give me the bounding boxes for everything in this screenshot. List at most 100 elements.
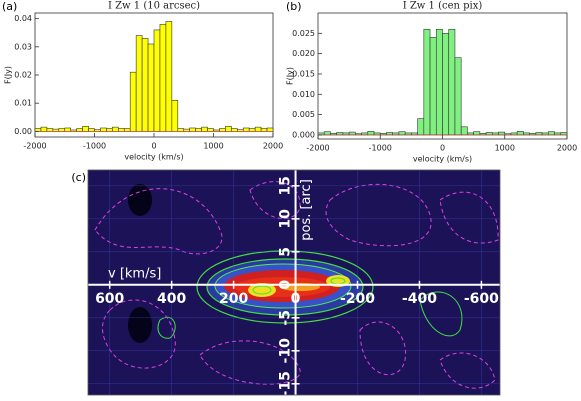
y-tick-label: 5 bbox=[278, 247, 294, 257]
histogram-bar bbox=[231, 128, 238, 132]
histogram-bar bbox=[165, 21, 173, 132]
histogram-bar bbox=[100, 127, 107, 132]
histogram-bar bbox=[135, 35, 143, 132]
histogram-bar bbox=[348, 131, 356, 136]
histogram-bar bbox=[177, 128, 185, 132]
histogram-bar bbox=[435, 28, 443, 136]
histogram-bar bbox=[147, 43, 155, 132]
histogram-bar bbox=[52, 128, 60, 132]
y-tick-label: 0.03 bbox=[14, 42, 32, 51]
panel-label: (a) bbox=[2, 0, 17, 13]
histogram-bar bbox=[129, 71, 137, 132]
histogram-bar bbox=[454, 57, 462, 136]
histogram-bar bbox=[260, 128, 268, 132]
histogram-bar bbox=[398, 131, 406, 136]
histogram-bar bbox=[266, 127, 274, 132]
histogram-bar bbox=[386, 132, 394, 136]
histogram-bar bbox=[548, 131, 555, 136]
y-tick-label: 0 bbox=[278, 280, 294, 290]
histogram-bar bbox=[541, 132, 549, 136]
histogram-bar bbox=[423, 28, 431, 136]
x-tick-label: 1000 bbox=[495, 144, 515, 153]
x-axis-label: velocity (km/s) bbox=[413, 155, 472, 164]
y-tick-label: -15 bbox=[278, 371, 294, 396]
y-tick-label: 0.005 bbox=[292, 110, 315, 119]
x-tick-label: -1000 bbox=[369, 144, 392, 153]
histogram-bar bbox=[195, 128, 202, 132]
histogram-bar bbox=[123, 128, 131, 132]
histogram-bar bbox=[254, 126, 262, 132]
histogram-bar bbox=[367, 130, 375, 136]
histogram-bar bbox=[118, 128, 125, 132]
histogram-bar bbox=[40, 126, 48, 132]
histogram-bar bbox=[491, 132, 499, 136]
y-tick-label: -5 bbox=[278, 310, 294, 326]
histogram-bar bbox=[560, 132, 568, 136]
x-tick-label: 0 bbox=[440, 144, 445, 153]
histogram-bar bbox=[404, 132, 412, 136]
histogram-bar bbox=[159, 23, 167, 132]
histogram-bar bbox=[516, 130, 524, 136]
x-tick-label: 400 bbox=[157, 291, 186, 307]
histogram-bar bbox=[171, 100, 179, 132]
histogram-bar bbox=[248, 128, 256, 132]
histogram-bar bbox=[373, 132, 381, 136]
y-tick-label: 0.000 bbox=[292, 130, 315, 139]
y-tick-label: 0.04 bbox=[14, 14, 32, 23]
x-tick-label: 200 bbox=[219, 291, 248, 307]
x-axis-label: velocity (km/s) bbox=[124, 153, 183, 162]
x-tick-label: 2000 bbox=[263, 142, 283, 151]
histogram-bar bbox=[498, 131, 506, 136]
histogram-bar bbox=[58, 128, 66, 132]
histogram-bar bbox=[207, 128, 214, 132]
histogram-bar bbox=[417, 118, 425, 136]
histogram-bar bbox=[535, 132, 543, 136]
y-tick-label: 15 bbox=[278, 176, 294, 195]
y-tick-label: 0.020 bbox=[292, 49, 315, 58]
histogram-bar bbox=[510, 132, 518, 136]
histogram-bar bbox=[473, 131, 481, 136]
histogram-bar bbox=[523, 132, 530, 136]
histogram-bar bbox=[106, 128, 113, 132]
x-tick-label: 2000 bbox=[557, 144, 577, 153]
histogram-bar bbox=[189, 127, 196, 132]
x-tick-label: -400 bbox=[402, 291, 437, 307]
x-axis-label: v [km/s] bbox=[108, 266, 161, 281]
y-tick-label: 0.015 bbox=[292, 69, 315, 78]
y-tick-label: 0.00 bbox=[14, 127, 32, 136]
x-tick-label: -200 bbox=[340, 291, 375, 307]
histogram-bar bbox=[82, 125, 89, 132]
histogram-bar bbox=[76, 128, 83, 132]
histogram-bar bbox=[323, 131, 331, 136]
x-tick-label: -2000 bbox=[306, 144, 329, 153]
histogram-bar bbox=[153, 29, 161, 132]
y-tick-label: -10 bbox=[278, 338, 294, 364]
histogram-bar bbox=[34, 128, 42, 132]
histogram-bar bbox=[112, 126, 119, 132]
histogram-bar bbox=[242, 127, 250, 132]
histogram-bar bbox=[392, 132, 400, 136]
chart-title: I Zw 1 (cen pix) bbox=[403, 1, 483, 12]
x-tick-label: 0 bbox=[151, 142, 156, 151]
histogram-bar bbox=[448, 28, 456, 136]
y-tick-label: 0.01 bbox=[14, 99, 32, 108]
histogram-bar bbox=[467, 132, 474, 136]
histogram-bar bbox=[342, 132, 350, 136]
x-tick-label: -2000 bbox=[23, 142, 46, 151]
histogram-bar bbox=[429, 37, 437, 136]
panel-label: (c) bbox=[71, 171, 86, 184]
histogram-bar bbox=[336, 132, 344, 136]
x-tick-label: -1000 bbox=[83, 142, 106, 151]
histogram-bar bbox=[201, 126, 208, 132]
y-axis-label: pos. [arc] bbox=[299, 179, 314, 241]
histogram-bar bbox=[442, 33, 450, 136]
y-axis-label: F(Jy) bbox=[4, 66, 13, 84]
histogram-bar bbox=[141, 38, 149, 132]
x-tick-label: 600 bbox=[95, 291, 124, 307]
histogram-bar bbox=[460, 126, 468, 136]
histogram-bar bbox=[183, 128, 190, 132]
y-tick-label: 0.02 bbox=[14, 71, 32, 80]
map-image bbox=[88, 170, 500, 395]
histogram-bar bbox=[219, 128, 226, 132]
